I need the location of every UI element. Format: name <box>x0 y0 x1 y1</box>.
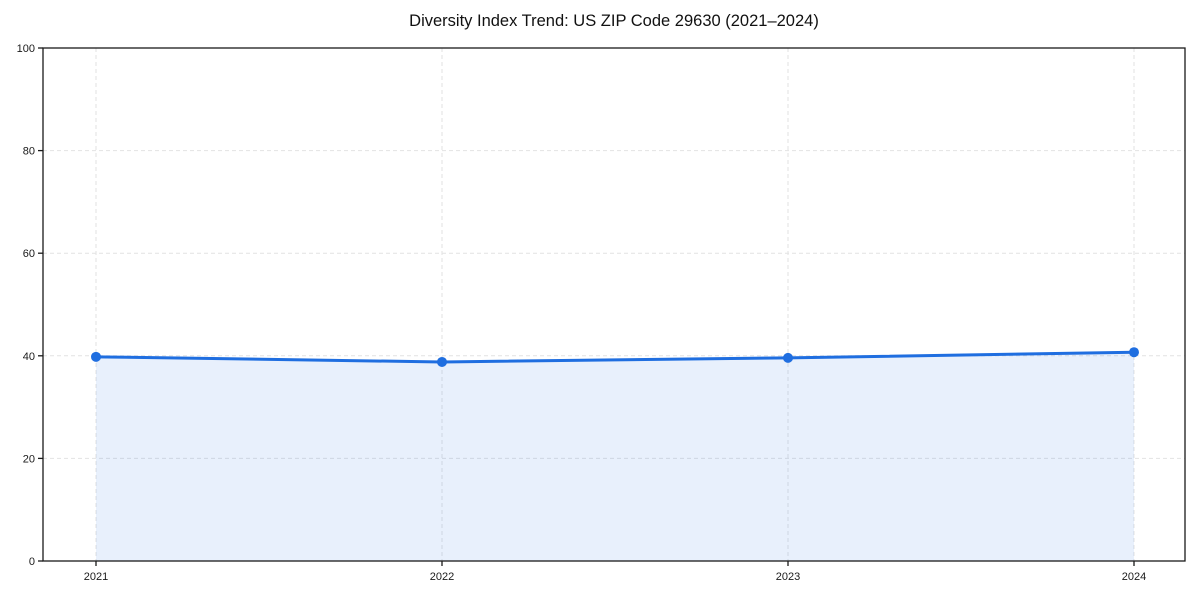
x-tick-label-2023: 2023 <box>776 571 800 583</box>
data-point-2022 <box>437 356 447 367</box>
y-tick-label-0: 0 <box>29 556 35 568</box>
data-point-2023 <box>783 352 793 363</box>
y-tick-label-100: 100 <box>17 43 35 55</box>
data-point-2024 <box>1129 347 1139 358</box>
data-point-2021 <box>91 351 101 362</box>
x-tick-label-2024: 2024 <box>1122 571 1146 583</box>
trend-line <box>94 350 1136 364</box>
x-tick-label-2021: 2021 <box>84 571 108 583</box>
y-tick-label-60: 60 <box>23 248 35 260</box>
plot-border <box>42 47 1186 562</box>
x-tick-label-2022: 2022 <box>430 571 454 583</box>
area-fill <box>96 352 1134 561</box>
y-tick-label-40: 40 <box>23 351 35 363</box>
chart-title: Diversity Index Trend: US ZIP Code 29630… <box>409 12 819 30</box>
y-tick-label-20: 20 <box>23 453 35 465</box>
y-tick-label-80: 80 <box>23 146 35 158</box>
